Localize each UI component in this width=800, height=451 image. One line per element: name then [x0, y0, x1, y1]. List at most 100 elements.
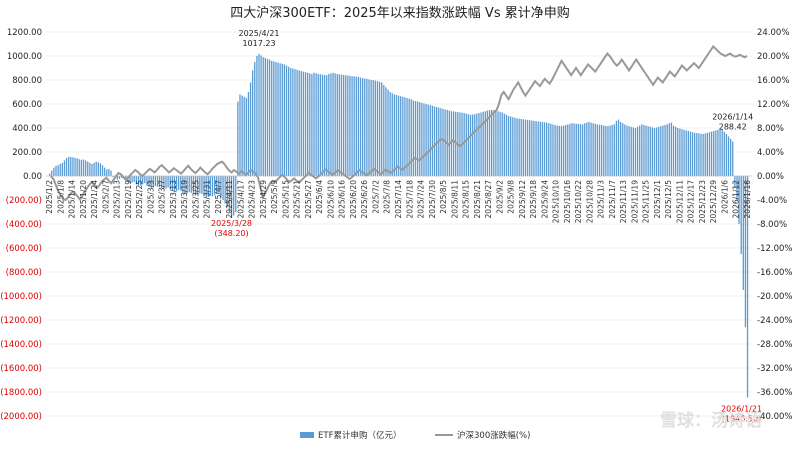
- right-axis-ticks: 24.00% 20.00% 16.00% 12.00% 8.00% 4.00% 0.00% -…: [757, 28, 792, 422]
- bar: [101, 165, 104, 176]
- bar: [480, 112, 482, 176]
- x-tick-label: 2025/8/15: [462, 180, 471, 219]
- bar: [611, 125, 613, 176]
- bar: [535, 121, 537, 176]
- bar: [87, 161, 89, 176]
- bar: [590, 122, 592, 176]
- bar: [131, 176, 133, 183]
- bar: [332, 72, 334, 176]
- bar: [630, 126, 632, 176]
- bar: [402, 96, 404, 176]
- bar: [579, 124, 582, 176]
- bar: [351, 76, 353, 176]
- x-tick-label: 2025/2/13: [113, 180, 122, 219]
- bar: [68, 156, 70, 176]
- bar: [550, 123, 552, 176]
- bar: [484, 111, 486, 176]
- bar: [347, 75, 349, 176]
- bar: [588, 122, 590, 176]
- bar: [220, 176, 222, 198]
- bar: [586, 122, 588, 176]
- bar: [662, 125, 664, 176]
- right-tick-label: 12.00%: [757, 100, 789, 110]
- bar: [539, 121, 541, 176]
- left-tick-label: 0.00: [23, 172, 42, 182]
- bar: [725, 134, 728, 176]
- bar: [615, 120, 618, 176]
- bar: [605, 125, 607, 176]
- right-tick-label: -16.00%: [757, 268, 792, 278]
- bar: [440, 108, 442, 176]
- bar: [746, 176, 749, 398]
- x-tick-label: 2025/12/11: [675, 180, 684, 223]
- bar: [224, 176, 226, 204]
- bar: [467, 114, 470, 176]
- bar: [364, 78, 366, 176]
- bar: [173, 176, 176, 192]
- bar: [732, 141, 734, 176]
- right-tick-label: 16.00%: [757, 76, 789, 86]
- bar: [209, 176, 212, 196]
- bar: [61, 162, 63, 176]
- bar: [571, 123, 573, 176]
- bar: [110, 170, 112, 176]
- bar: [368, 79, 370, 176]
- x-tick-label: 2025/10/10: [552, 180, 561, 223]
- bar: [668, 123, 670, 176]
- bar: [577, 123, 580, 176]
- bar: [211, 176, 214, 197]
- bar: [639, 125, 641, 176]
- bar: [427, 104, 429, 176]
- bar: [721, 129, 723, 176]
- x-tick-label: 2025/7/18: [405, 180, 414, 219]
- bar: [273, 61, 275, 176]
- bar: [260, 55, 262, 176]
- bar: [342, 74, 345, 176]
- bar: [442, 108, 444, 176]
- bar: [486, 110, 489, 176]
- annotation-value-recent: 288.42: [719, 122, 747, 131]
- x-tick-label: 2025/11/13: [619, 180, 628, 223]
- bar: [277, 62, 279, 176]
- bar: [645, 125, 647, 176]
- bar: [76, 158, 78, 176]
- left-tick-label: 1200.00: [7, 28, 42, 38]
- bar: [488, 110, 491, 176]
- bar: [129, 176, 131, 184]
- bar: [84, 160, 87, 176]
- bar: [154, 176, 157, 187]
- bar: [376, 81, 379, 176]
- annotation-value-latest: (1846.50): [722, 415, 761, 424]
- bar: [706, 132, 709, 176]
- bar: [345, 75, 347, 176]
- bar: [78, 159, 80, 176]
- bar: [414, 101, 417, 176]
- bar: [235, 176, 237, 212]
- bar: [167, 176, 169, 188]
- x-tick-label: 2025/2/19: [124, 180, 133, 219]
- bar: [309, 73, 311, 176]
- bar: [144, 176, 146, 184]
- bar: [495, 110, 497, 176]
- bar: [469, 114, 472, 176]
- bar: [622, 123, 624, 176]
- bar: [719, 129, 721, 176]
- bar: [336, 74, 338, 176]
- bar: [742, 176, 744, 290]
- bar: [736, 176, 738, 200]
- bar: [366, 78, 368, 176]
- bar: [410, 99, 412, 176]
- left-tick-label: (1600.00): [0, 364, 42, 374]
- bar: [203, 176, 205, 196]
- bar: [584, 123, 586, 176]
- bar: [307, 72, 309, 176]
- bar: [262, 57, 264, 177]
- left-tick-label: 800.00: [12, 76, 42, 86]
- bar: [613, 124, 615, 176]
- bar: [213, 176, 216, 196]
- right-tick-label: -32.00%: [757, 364, 792, 374]
- bar: [660, 126, 662, 176]
- left-tick-label: (400.00): [6, 220, 42, 230]
- bar: [429, 105, 431, 176]
